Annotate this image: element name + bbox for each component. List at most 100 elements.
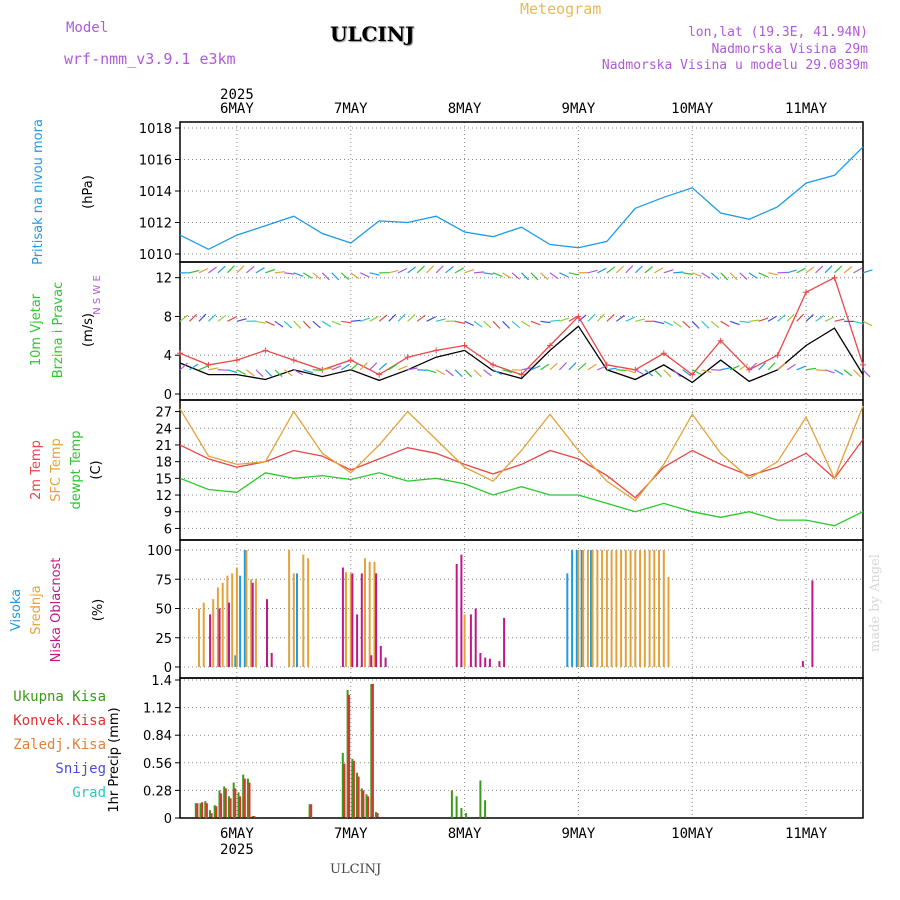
top-date-label: 9MAY [562, 101, 596, 117]
cloud-title-3: Niska Oblacnost [49, 558, 64, 663]
y-tick-label: 9 [164, 506, 172, 521]
bar [460, 808, 463, 818]
bottom-date-label: 8MAY [448, 826, 482, 842]
bar [228, 602, 230, 667]
wind-arrow [739, 320, 750, 324]
wind-arrow [360, 317, 370, 322]
bar [341, 567, 344, 667]
bar [384, 657, 387, 667]
wind-arrow [853, 320, 864, 325]
wind-arrow [331, 320, 342, 326]
panel-frame-precip [179, 677, 864, 819]
y-tick-label: 8 [164, 310, 172, 325]
wind-arrow [521, 367, 532, 371]
bar [349, 573, 352, 667]
bar [375, 812, 377, 818]
wind-arrow [397, 313, 406, 322]
bar [224, 788, 227, 818]
wind-arrow [673, 271, 684, 274]
meteogram-title: Meteogram [520, 0, 602, 18]
wind-arrow [672, 369, 681, 378]
bar [801, 661, 804, 667]
bar [360, 573, 363, 667]
wind-arrow [729, 365, 740, 371]
elevation-text: Nadmorska Visina 29m [711, 42, 868, 57]
temp-title-3: dewpt Temp [69, 430, 84, 509]
wind-arrow [597, 267, 607, 274]
bar [591, 550, 594, 667]
wind-arrow [540, 363, 550, 371]
top-year-label: 2025 [220, 87, 254, 103]
bar [503, 617, 506, 667]
wind-arrow [540, 320, 551, 324]
wind-arrow [236, 369, 246, 376]
wind-arrow [796, 267, 806, 274]
bottom-date-label: 11MAY [785, 826, 828, 842]
y-tick-label: 1012 [139, 217, 172, 232]
bar [484, 657, 487, 667]
wind-arrow [663, 369, 672, 378]
wind-arrow [777, 362, 786, 371]
bar [362, 790, 365, 818]
lonlat-text: lon,lat (19.3E, 41.94N) [687, 25, 868, 40]
bar [566, 573, 569, 667]
wind-arrow [303, 369, 314, 374]
cloud-title-1: Visoka [9, 589, 24, 631]
wind-arrow [530, 365, 541, 371]
gust-marker [347, 357, 354, 364]
y-tick-label: 12 [155, 272, 172, 287]
cloud-title-2: Srednja [29, 585, 44, 634]
wind-arrow [464, 269, 475, 274]
bar [469, 614, 472, 667]
model-label: Model [66, 20, 109, 36]
wind-arrow [492, 320, 501, 329]
bottom-date-label: 7MAY [334, 826, 368, 842]
wind-arrow [710, 320, 720, 329]
wind-arrow [397, 365, 408, 371]
wind-arrow [824, 265, 833, 274]
wind-arrow [284, 272, 295, 275]
gust-marker [831, 274, 838, 281]
y-tick-label: 0 [164, 812, 172, 827]
wind-arrow [606, 367, 617, 371]
wind-arrow [530, 320, 541, 326]
precip-legend-0: Ukupna Kisa [13, 689, 106, 705]
wind-arrow [473, 320, 483, 328]
wind-arrow [796, 365, 807, 371]
bar [455, 796, 458, 818]
bar [460, 554, 463, 667]
bar [605, 550, 608, 667]
wind-arrow [559, 272, 569, 278]
wind-arrow [692, 272, 702, 278]
bar [629, 550, 632, 667]
bar [463, 614, 466, 667]
y-tick-label: 0 [164, 661, 172, 676]
wind-arrow [805, 266, 815, 274]
wind-arrow [843, 369, 853, 377]
wind-arrow [862, 320, 873, 327]
wind-arrow [369, 315, 379, 322]
bar [658, 550, 660, 667]
wind-arrow [568, 315, 578, 322]
bar [248, 782, 251, 818]
bar [228, 796, 230, 818]
bar [223, 786, 226, 818]
wind-arrow [748, 272, 758, 279]
wind-arrow [435, 265, 444, 274]
cloud-unit: (%) [91, 599, 106, 622]
wind-arrow [435, 369, 446, 376]
station-title: ULCINJ [330, 22, 415, 46]
wind-arrow [729, 272, 738, 281]
bar [229, 798, 232, 818]
bar [308, 804, 311, 818]
panel-frame-wind [179, 261, 864, 401]
temp-title-1: 2m Temp [29, 440, 44, 500]
bar [643, 550, 646, 667]
bar [465, 813, 468, 818]
wind-arrow [691, 369, 702, 375]
wind-arrow [815, 265, 824, 274]
y-tick-label: 24 [155, 422, 172, 437]
bar [310, 804, 313, 818]
gust-marker [803, 289, 810, 296]
bar [375, 573, 378, 667]
